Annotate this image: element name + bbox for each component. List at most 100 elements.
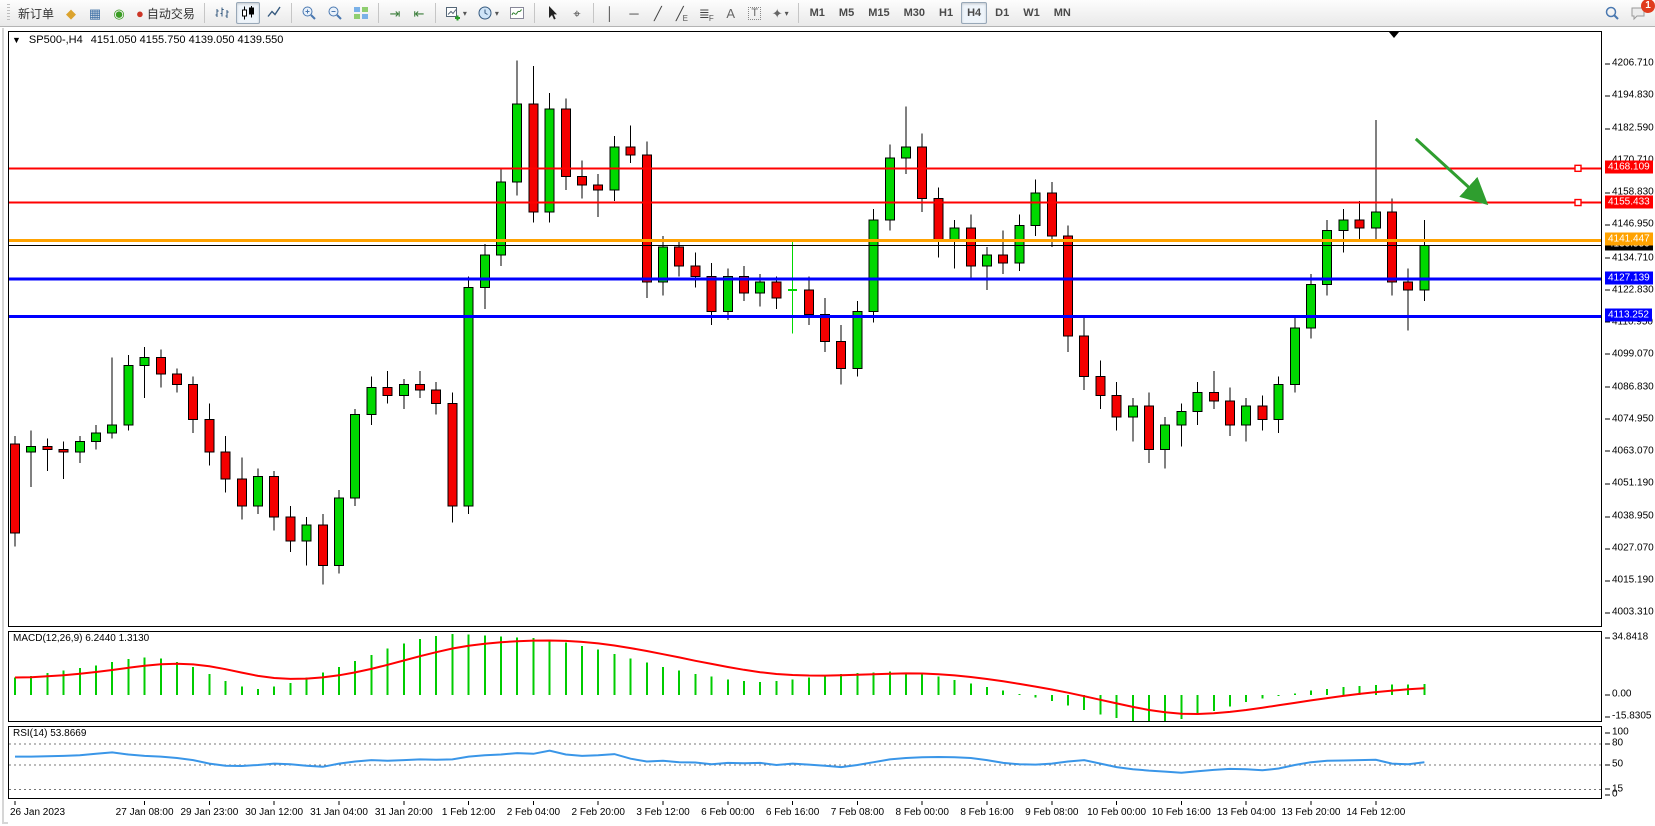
candle[interactable]	[155, 349, 166, 388]
autotrading-button[interactable]: ● 自动交易	[132, 2, 199, 24]
text-label-icon[interactable]: T	[744, 2, 766, 24]
candle[interactable]	[917, 133, 928, 212]
line-chart-icon[interactable]	[262, 2, 286, 24]
candle[interactable]	[1208, 371, 1219, 409]
candle[interactable]	[463, 276, 474, 515]
line-handle[interactable]	[1574, 164, 1582, 173]
candle[interactable]	[1046, 182, 1057, 247]
candle[interactable]	[690, 252, 701, 288]
candle[interactable]	[593, 174, 604, 218]
candle[interactable]	[1030, 179, 1041, 237]
crosshair-icon[interactable]: ⌖	[566, 2, 588, 24]
candle[interactable]	[544, 93, 555, 223]
zoom-out-icon[interactable]	[323, 2, 347, 24]
candle[interactable]	[220, 435, 231, 493]
shapes-icon[interactable]: ✦ ▾	[768, 2, 793, 24]
candle[interactable]	[350, 408, 361, 507]
price-axis[interactable]: 4206.710 4194.830 4182.590 4170.710 4158.830…	[1604, 31, 1655, 627]
candle[interactable]	[1079, 317, 1090, 391]
candle[interactable]	[674, 238, 685, 277]
candle[interactable]	[10, 435, 20, 547]
candle[interactable]	[204, 403, 215, 466]
trendline-icon[interactable]: ╱	[647, 2, 669, 24]
candle[interactable]	[933, 187, 944, 258]
candle[interactable]	[366, 376, 377, 426]
macd-pane[interactable]: MACD(12,26,9) 6.2440 1.3130	[8, 631, 1602, 723]
timeframe-m15[interactable]: M15	[868, 7, 890, 19]
candle[interactable]	[1192, 381, 1203, 426]
channel-icon[interactable]: ╱ E	[671, 2, 693, 24]
candlestick-chart-icon[interactable]	[235, 2, 260, 24]
candle[interactable]	[1063, 225, 1073, 353]
horizontal-line-icon[interactable]: ─	[623, 2, 645, 24]
candle[interactable]	[382, 371, 393, 404]
candle[interactable]	[641, 141, 652, 299]
candle[interactable]	[139, 346, 150, 399]
candle[interactable]	[447, 392, 458, 523]
candle[interactable]	[1127, 398, 1138, 442]
candle[interactable]	[836, 325, 847, 385]
candle[interactable]	[188, 376, 199, 434]
candle[interactable]	[107, 357, 118, 439]
candle[interactable]	[58, 441, 69, 480]
candle[interactable]	[269, 471, 280, 531]
candle[interactable]	[1273, 376, 1284, 434]
candle[interactable]	[1111, 381, 1122, 431]
candle[interactable]	[496, 168, 506, 266]
candle[interactable]	[91, 425, 101, 450]
candle[interactable]	[479, 244, 490, 310]
fibonacci-icon[interactable]: ≣ F	[695, 2, 718, 24]
candle[interactable]	[901, 106, 911, 175]
candlestick-chart[interactable]	[9, 32, 1601, 626]
candle[interactable]	[172, 368, 182, 393]
candle[interactable]	[398, 379, 409, 409]
ohlc-bars-icon[interactable]	[210, 2, 234, 24]
candle[interactable]	[884, 144, 895, 231]
auto-scroll-icon[interactable]: ⇥	[384, 2, 406, 24]
candle[interactable]	[415, 371, 425, 399]
candle[interactable]	[253, 468, 263, 515]
macd-chart[interactable]	[9, 632, 1601, 723]
candle[interactable]	[1387, 198, 1397, 296]
candle[interactable]	[317, 514, 328, 585]
period-selector-button[interactable]: ▾	[473, 2, 503, 24]
macd-axis[interactable]: 34.8418 0.00 -15.8305	[1604, 631, 1655, 722]
trend-arrow-annotation[interactable]	[1414, 137, 1489, 206]
timeframe-h4[interactable]: H4	[961, 2, 988, 24]
candle[interactable]	[512, 60, 523, 196]
candle[interactable]	[771, 276, 782, 310]
candle[interactable]	[1095, 360, 1106, 409]
candle[interactable]	[528, 66, 539, 223]
candle[interactable]	[1354, 201, 1365, 239]
rsi-chart[interactable]	[9, 727, 1601, 798]
candle[interactable]	[285, 506, 296, 553]
candle[interactable]	[1176, 403, 1187, 447]
timeframe-w1[interactable]: W1	[1023, 7, 1040, 19]
timeframe-m30[interactable]: M30	[903, 7, 926, 19]
candle[interactable]	[739, 265, 749, 301]
candle[interactable]	[26, 430, 37, 488]
candle[interactable]	[1257, 395, 1268, 431]
candle[interactable]	[1289, 317, 1300, 393]
timeframe-m1[interactable]: M1	[809, 7, 825, 19]
candle[interactable]	[236, 457, 247, 520]
candle[interactable]	[1014, 214, 1025, 272]
market-watch-icon[interactable]: ▦	[84, 2, 106, 24]
search-button[interactable]	[1600, 2, 1624, 24]
candle[interactable]	[577, 160, 587, 199]
metaeditor-icon[interactable]: ◆	[60, 2, 82, 24]
candle[interactable]	[1322, 219, 1333, 296]
candle[interactable]	[998, 230, 1009, 274]
zoom-in-icon[interactable]	[297, 2, 321, 24]
candle[interactable]	[1160, 417, 1171, 469]
candle[interactable]	[788, 241, 798, 334]
candle[interactable]	[1144, 392, 1154, 463]
candle[interactable]	[949, 219, 960, 269]
notifications-button[interactable]: 1	[1626, 0, 1655, 24]
candle[interactable]	[1225, 387, 1235, 436]
signals-icon[interactable]: ◉	[108, 2, 130, 24]
candle[interactable]	[982, 246, 992, 291]
text-icon[interactable]: A	[720, 2, 742, 24]
chart-shift-icon[interactable]: ⇤	[408, 2, 430, 24]
candle[interactable]	[431, 381, 442, 415]
